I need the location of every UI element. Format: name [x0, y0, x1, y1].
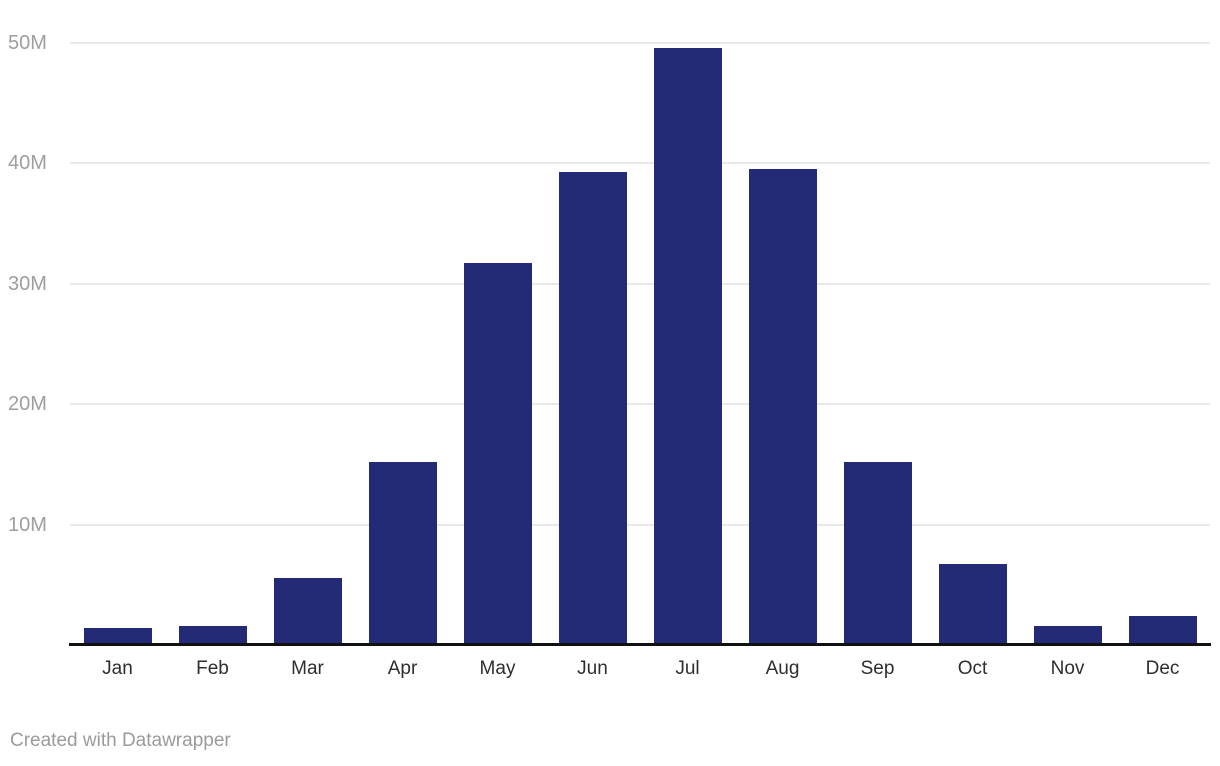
bar-nov[interactable]	[1033, 625, 1102, 643]
gridline	[70, 42, 1210, 44]
x-axis-line	[69, 643, 1211, 646]
x-axis-label-jul: Jul	[675, 658, 700, 679]
bar-apr[interactable]	[368, 461, 437, 643]
y-tick-label: 40M	[8, 152, 47, 175]
x-axis-label-feb: Feb	[196, 658, 229, 679]
bar-oct[interactable]	[938, 564, 1007, 643]
bar-jul[interactable]	[653, 47, 722, 643]
gridline	[70, 523, 1210, 526]
bar-sep[interactable]	[843, 461, 912, 643]
x-axis-label-jun: Jun	[577, 658, 608, 679]
y-tick-label: 50M	[8, 32, 47, 54]
y-tick-label: 30M	[8, 272, 47, 295]
x-axis-label-may: May	[479, 658, 516, 679]
bar-mar[interactable]	[273, 577, 342, 643]
bar-aug[interactable]	[748, 169, 817, 643]
bar-jun[interactable]	[558, 171, 627, 643]
x-axis-label-apr: Apr	[387, 658, 418, 679]
x-axis-label-sep: Sep	[860, 658, 895, 679]
x-axis-label-nov: Nov	[1050, 658, 1085, 679]
gridline	[70, 162, 1210, 165]
y-tick-label: 10M	[8, 513, 47, 536]
x-axis-label-dec: Dec	[1145, 658, 1180, 679]
gridline	[70, 403, 1210, 406]
x-axis-label-oct: Oct	[957, 658, 988, 679]
bar-feb[interactable]	[178, 625, 247, 643]
x-axis-label-mar: Mar	[291, 658, 324, 679]
datawrapper-credit: Created with Datawrapper	[10, 730, 231, 751]
gridline	[70, 282, 1210, 285]
x-axis-label-aug: Aug	[765, 658, 800, 679]
bar-jan[interactable]	[83, 628, 152, 643]
bar-may[interactable]	[463, 263, 532, 643]
bar-dec[interactable]	[1128, 616, 1197, 643]
x-axis-label-jan: Jan	[102, 658, 133, 679]
y-tick-label: 20M	[8, 393, 47, 416]
